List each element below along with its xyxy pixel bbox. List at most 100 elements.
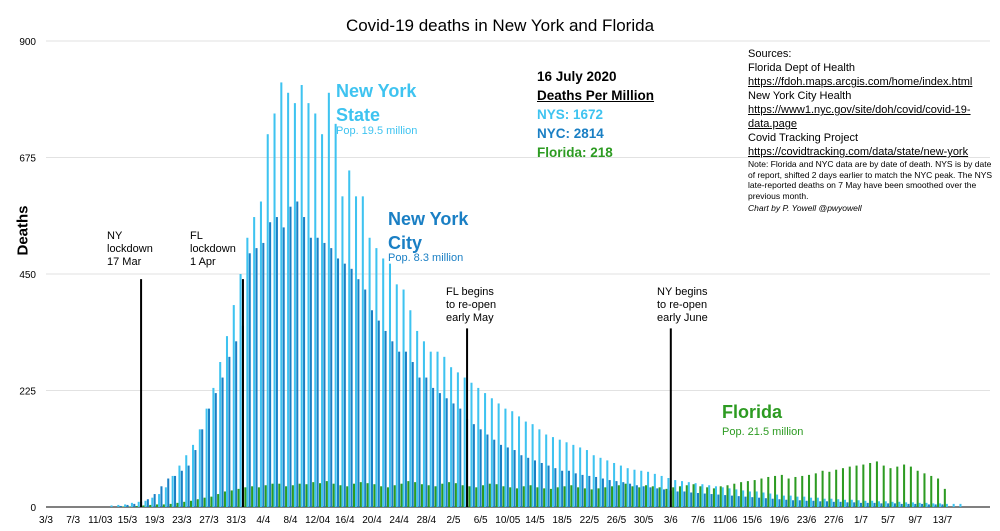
- nyc-bar: [275, 217, 278, 508]
- nyc-bar: [900, 503, 903, 507]
- nyc-bar: [133, 503, 136, 507]
- florida-bar: [352, 483, 356, 507]
- nys-bar: [110, 505, 113, 507]
- nys-bar: [497, 403, 500, 507]
- nyc-bar: [370, 310, 374, 507]
- florida-bar: [889, 468, 892, 507]
- x-tick-label: 3/3: [39, 515, 53, 526]
- florida-bar: [869, 462, 872, 507]
- nyc-bar: [404, 351, 407, 507]
- nyc-bar: [350, 268, 353, 507]
- florida-bar: [855, 465, 858, 507]
- nyc-bar: [289, 206, 292, 507]
- nys-bar: [531, 424, 534, 507]
- florida-bar: [359, 482, 362, 507]
- nyc-bar: [561, 470, 564, 507]
- nys-bar: [810, 497, 813, 507]
- x-tick-label: 15/6: [743, 515, 763, 526]
- nys-bar: [735, 489, 738, 507]
- florida-bar: [760, 478, 763, 507]
- nyc-bar: [751, 497, 754, 507]
- nys-bar: [375, 248, 378, 507]
- nyc-bar: [941, 504, 944, 507]
- x-tick-label: 4/4: [256, 515, 270, 526]
- nyc-bar: [282, 227, 285, 507]
- source-link[interactable]: https://fdoh.maps.arcgis.com/home/index.…: [748, 76, 973, 88]
- florida-bar: [746, 481, 749, 507]
- nyc-bar: [764, 498, 767, 507]
- nyc-bar: [629, 483, 632, 507]
- nys-bar: [164, 487, 167, 507]
- nyc-bar: [472, 424, 475, 507]
- x-tick-label: 13/7: [933, 515, 953, 526]
- florida-bar: [319, 483, 322, 507]
- florida-bar: [753, 480, 756, 507]
- nys-bar: [803, 496, 806, 507]
- y-tick-label: 225: [19, 387, 36, 398]
- x-tick-label: 10/05: [495, 515, 520, 526]
- nys-bar: [361, 196, 364, 508]
- x-tick-label: 11/03: [88, 515, 113, 526]
- nyc-bar: [893, 503, 896, 507]
- florida-bar: [217, 494, 220, 507]
- x-tick-label: 5/7: [881, 515, 895, 526]
- nyc-series-label: New York City: [388, 209, 469, 253]
- florida-bar: [774, 475, 777, 507]
- nys-bar: [470, 382, 473, 507]
- source-link[interactable]: https://covidtracking.com/data/state/new…: [748, 146, 969, 158]
- florida-bar: [733, 483, 736, 507]
- source-name: Florida Dept of Health: [748, 62, 855, 74]
- florida-bar: [237, 488, 240, 507]
- nyc-bar: [792, 500, 795, 507]
- florida-bar: [257, 487, 260, 507]
- nyc-bar: [798, 500, 801, 507]
- chart-title: Covid-19 deaths in New York and Florida: [345, 16, 655, 35]
- sources-note: Note: Florida and NYC data are by date o…: [748, 159, 993, 201]
- x-tick-label: 27/6: [824, 515, 844, 526]
- x-tick-label: 27/3: [199, 515, 219, 526]
- nys-bar: [694, 483, 697, 507]
- nys-bar: [212, 387, 215, 507]
- nys-bar: [307, 103, 310, 507]
- y-tick-label: 450: [19, 270, 36, 281]
- nyc-bar: [506, 447, 509, 507]
- nyc-bar: [316, 237, 319, 507]
- nyc-bar: [690, 492, 693, 507]
- florida-bar: [312, 482, 315, 507]
- nys-bar: [144, 500, 147, 507]
- florida-bar: [678, 486, 681, 507]
- florida-bar: [835, 469, 838, 507]
- florida-bar: [454, 483, 457, 507]
- nys-bar: [137, 501, 140, 507]
- florida-bar: [638, 487, 641, 507]
- nys-bar: [653, 473, 656, 507]
- florida-bar: [685, 485, 688, 507]
- nyc-bar: [146, 499, 149, 507]
- nyc-bar: [398, 351, 401, 507]
- nyc-bar: [581, 474, 584, 507]
- nys-bar: [130, 502, 133, 507]
- nyc-bar: [832, 501, 835, 507]
- florida-bar: [366, 483, 369, 507]
- florida-bar: [162, 504, 165, 507]
- nyc-bar: [513, 450, 516, 507]
- nys-bar: [728, 488, 731, 507]
- nys-bar: [891, 501, 894, 507]
- florida-bar: [529, 485, 532, 507]
- nyc-bar: [479, 429, 482, 507]
- nyc-bar: [452, 403, 455, 507]
- source-link[interactable]: https://www1.nyc.gov/site/doh/covid/covi…: [748, 104, 971, 130]
- nys-bar: [816, 497, 819, 507]
- nys-bar: [565, 442, 568, 507]
- nyc-bar: [859, 502, 862, 507]
- florida-bar: [196, 499, 199, 507]
- nyc-bar: [248, 253, 251, 507]
- florida-bar: [509, 487, 512, 507]
- nyc-bar: [323, 242, 326, 507]
- nyc-bar: [119, 505, 122, 507]
- nys-bar: [877, 501, 880, 507]
- nyc-bar: [601, 478, 604, 507]
- nyc-bar: [201, 429, 204, 507]
- nyc-bar: [438, 393, 441, 507]
- florida-bar: [937, 478, 940, 507]
